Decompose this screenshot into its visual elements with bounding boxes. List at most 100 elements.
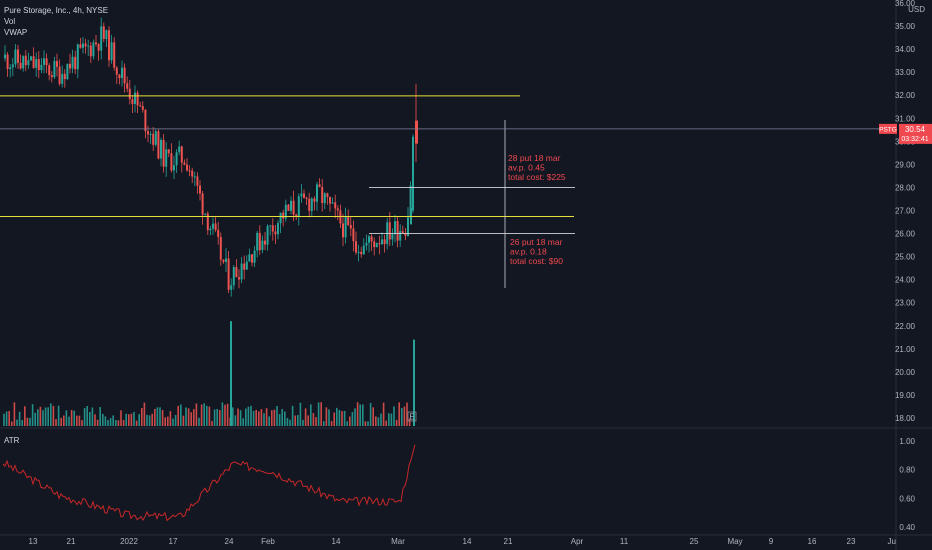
time-axis-label: 2022 — [120, 537, 138, 546]
candle-body — [206, 213, 209, 231]
volume-bar — [198, 417, 200, 426]
volume-bar — [323, 421, 325, 426]
candle-body — [204, 213, 207, 215]
currency-label: USD — [908, 5, 925, 14]
last-price-value: 30.54 — [905, 125, 926, 134]
candle-body — [355, 241, 357, 253]
price-axis-label: 22.00 — [895, 322, 916, 331]
candle-body — [222, 259, 225, 262]
candle-body — [227, 258, 230, 290]
candle-body — [375, 243, 378, 248]
volume-bar — [385, 420, 387, 426]
volume-bar — [336, 407, 338, 426]
candle-body — [404, 233, 407, 236]
volume-bar — [297, 415, 299, 426]
volume-bar — [333, 412, 335, 426]
candle-body — [412, 136, 414, 211]
volume-bar — [234, 415, 237, 426]
price-axis-label: 35.00 — [895, 22, 916, 31]
candle-body — [136, 92, 139, 106]
volume-bar — [380, 413, 382, 426]
candle-body — [17, 49, 19, 63]
volume-bar — [271, 410, 273, 426]
candle-body — [183, 162, 186, 165]
price-axis-label: 21.00 — [895, 345, 916, 354]
volume-bar — [338, 409, 341, 426]
volume-bar — [70, 409, 73, 426]
price-axis-label: 31.00 — [895, 114, 916, 123]
volume-bar — [5, 411, 8, 426]
volume-bar — [37, 409, 39, 426]
volume-bar — [258, 411, 260, 426]
candle-body — [63, 73, 66, 80]
time-axis-label: May — [727, 537, 742, 546]
candle-body — [154, 131, 157, 145]
candle-body — [396, 221, 399, 241]
candle-body — [238, 277, 240, 280]
candle-body — [305, 197, 308, 199]
candle-body — [370, 236, 373, 242]
trade-note-line: 28 put 18 mar — [508, 153, 561, 163]
candle-body — [123, 67, 126, 84]
volume-bar — [359, 404, 361, 426]
volume-bar — [57, 405, 60, 426]
volume-bar — [356, 402, 359, 426]
candle-body — [69, 63, 71, 69]
volume-bar — [151, 413, 153, 426]
volume-bar — [133, 411, 135, 426]
atr-axis-label: 0.40 — [899, 523, 915, 532]
volume-bar — [302, 419, 304, 426]
volume-bar — [8, 410, 10, 426]
candle-body — [383, 239, 386, 245]
volume-bar — [115, 419, 117, 426]
volume-bar — [247, 406, 250, 426]
atr-line — [2, 444, 416, 522]
candle-body — [89, 45, 92, 57]
volume-bar — [146, 414, 148, 426]
candle-body — [149, 133, 152, 135]
candle-body — [100, 26, 103, 51]
candle-body — [196, 176, 199, 186]
volume-bar — [128, 414, 130, 426]
volume-bar — [304, 408, 307, 426]
price-axis-label: 19.00 — [895, 391, 916, 400]
price-axis-label: 34.00 — [895, 45, 916, 54]
candle-body — [295, 214, 298, 217]
candle-body — [342, 223, 344, 238]
candle-body — [201, 193, 204, 215]
candle-body — [235, 267, 238, 278]
volume-bar — [401, 407, 403, 426]
volume-bar — [346, 421, 348, 426]
volume-bar — [94, 414, 96, 426]
candle-body — [245, 261, 248, 270]
volume-bar — [91, 407, 94, 426]
atr-axis-label: 1.00 — [899, 437, 915, 446]
atr-label: ATR — [4, 436, 20, 445]
candle-body — [53, 61, 56, 78]
candle-body — [243, 263, 246, 270]
candle-body — [415, 120, 418, 144]
candle-body — [357, 251, 360, 253]
time-axis-label: Ju — [888, 537, 896, 546]
volume-bar — [76, 415, 78, 426]
candle-body — [214, 223, 217, 230]
candle-body — [253, 250, 256, 263]
candle-body — [329, 197, 331, 204]
time-axis-label: 16 — [808, 537, 817, 546]
volume-bar — [112, 415, 114, 426]
candle-body — [167, 149, 170, 154]
volume-bar — [174, 414, 177, 426]
time-axis-label: Apr — [571, 537, 584, 546]
volume-bar — [130, 413, 133, 426]
horizontal-levels — [0, 95, 896, 288]
time-axis-label: Feb — [261, 537, 275, 546]
ticker-badge — [879, 123, 897, 134]
price-axis-label: 25.00 — [895, 253, 916, 262]
candle-body — [40, 64, 43, 71]
candle-body — [381, 239, 383, 245]
candle-body — [178, 146, 181, 153]
volume-bar — [26, 417, 29, 426]
volume-bar — [382, 402, 385, 426]
